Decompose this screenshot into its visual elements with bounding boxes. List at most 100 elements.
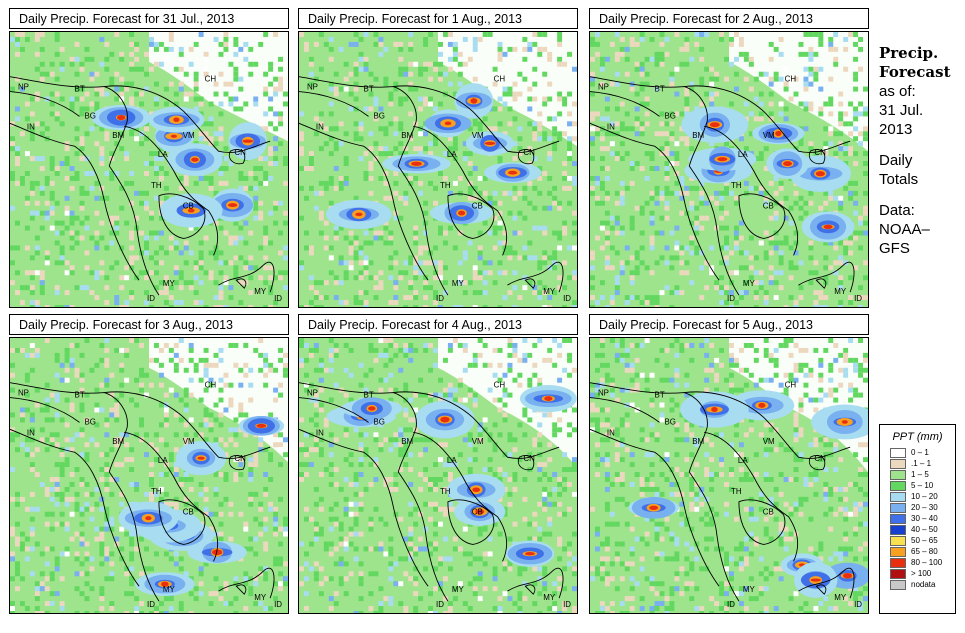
legend-item: 0 – 1: [890, 447, 955, 458]
country-label: ID: [274, 600, 282, 609]
panel-title: Daily Precip. Forecast for 31 Jul., 2013: [9, 8, 289, 29]
country-label: BT: [364, 391, 374, 400]
legend-swatch: [890, 480, 906, 491]
country-label: BM: [401, 437, 413, 446]
legend-item: 20 – 30: [890, 502, 955, 513]
legend-item: 65 – 80: [890, 546, 955, 557]
country-label: MY: [743, 279, 756, 288]
data-source-2: GFS: [879, 240, 910, 257]
country-label: CB: [763, 508, 774, 517]
country-label: IN: [27, 428, 35, 437]
country-label: NP: [307, 389, 318, 398]
asof-date: 31 Jul.: [879, 102, 924, 119]
legend-swatch: [890, 546, 906, 557]
legend-swatch: [890, 469, 906, 480]
legend-item: .1 – 1: [890, 458, 955, 469]
country-label: BM: [401, 131, 413, 140]
country-label: MY: [163, 585, 176, 594]
country-label: BM: [692, 437, 704, 446]
legend-swatch: [890, 568, 906, 579]
country-label: CB: [183, 508, 194, 517]
country-label: NP: [307, 83, 318, 92]
legend-label: 10 – 20: [911, 492, 938, 501]
country-label: ID: [147, 294, 155, 303]
country-label: ID: [563, 600, 571, 609]
legend-swatch: [890, 513, 906, 524]
country-label: NP: [18, 83, 29, 92]
country-label: IN: [607, 122, 615, 131]
legend-label: 40 – 50: [911, 525, 938, 534]
country-label: BT: [655, 85, 665, 94]
legend-swatch: [890, 557, 906, 568]
legend-item: 10 – 20: [890, 491, 955, 502]
precip-map: NP BT BG IN CH BM VM LA CN TH CB MY ID MY ID: [589, 337, 869, 614]
country-label: CN: [234, 148, 246, 157]
panel-title: Daily Precip. Forecast for 1 Aug., 2013: [298, 8, 578, 29]
legend-label: 30 – 40: [911, 514, 938, 523]
legend-item: > 100: [890, 568, 955, 579]
country-label: ID: [854, 294, 862, 303]
precip-map: NP BT BG IN CH BM VM LA CN TH CB MY ID MY ID: [9, 31, 289, 308]
country-label: MY: [543, 593, 556, 602]
country-label: ID: [854, 600, 862, 609]
country-label: CH: [494, 381, 506, 390]
country-label: MY: [834, 593, 847, 602]
country-label: MY: [452, 279, 465, 288]
legend-item: 40 – 50: [890, 524, 955, 535]
country-label: LA: [158, 150, 168, 159]
country-label: TH: [151, 181, 162, 190]
country-label: NP: [598, 83, 609, 92]
country-label: BG: [84, 417, 95, 426]
country-label: LA: [738, 456, 748, 465]
country-label: MY: [834, 287, 847, 296]
map-canvas: NP BT BG IN CH BM VM LA CN TH CB MY ID MY ID: [10, 338, 288, 613]
legend-item: 30 – 40: [890, 513, 955, 524]
country-label: ID: [274, 294, 282, 303]
panel-title: Daily Precip. Forecast for 2 Aug., 2013: [589, 8, 869, 29]
side-heading-2: Forecast: [879, 63, 951, 81]
country-label: CN: [523, 454, 535, 463]
country-label: IN: [607, 428, 615, 437]
country-label: NP: [18, 389, 29, 398]
country-label: LA: [447, 456, 457, 465]
map-canvas: NP BT BG IN CH BM VM LA CN TH CB MY ID MY ID: [10, 32, 288, 307]
legend-item: nodata: [890, 579, 955, 590]
country-label: ID: [436, 600, 444, 609]
side-info: Precip. Forecast as of: 31 Jul. 2013 Dai…: [879, 44, 965, 258]
country-label: TH: [440, 487, 451, 496]
country-label: CB: [472, 202, 483, 211]
side-heading-1: Precip.: [879, 44, 939, 62]
country-label: TH: [731, 487, 742, 496]
country-label: ID: [563, 294, 571, 303]
legend-swatch: [890, 447, 906, 458]
legend-swatch: [890, 535, 906, 546]
country-label: CH: [785, 75, 797, 84]
country-label: BM: [112, 131, 124, 140]
country-label: CN: [814, 148, 826, 157]
country-label: BG: [664, 417, 675, 426]
asof-year: 2013: [879, 121, 913, 138]
precip-map: NP BT BG IN CH BM VM LA CN TH CB MY ID MY ID: [9, 337, 289, 614]
panel-title: Daily Precip. Forecast for 4 Aug., 2013: [298, 314, 578, 335]
country-label: VM: [183, 131, 195, 140]
country-label: ID: [436, 294, 444, 303]
country-label: MY: [163, 279, 176, 288]
legend-label: nodata: [911, 580, 936, 589]
country-label: CB: [763, 202, 774, 211]
country-label: CB: [472, 508, 483, 517]
country-label: BG: [664, 111, 675, 120]
panel-title: Daily Precip. Forecast for 3 Aug., 2013: [9, 314, 289, 335]
country-label: MY: [254, 593, 267, 602]
daily-label: Daily: [879, 152, 913, 169]
country-label: CN: [523, 148, 535, 157]
country-label: ID: [727, 294, 735, 303]
legend-label: .1 – 1: [911, 459, 932, 468]
legend-swatch: [890, 524, 906, 535]
country-label: BG: [373, 417, 384, 426]
map-canvas: NP BT BG IN CH BM VM LA CN TH CB MY ID MY ID: [299, 32, 577, 307]
legend-label: 5 – 10: [911, 481, 934, 490]
legend-swatch: [890, 502, 906, 513]
country-label: MY: [743, 585, 756, 594]
legend-item: 1 – 5: [890, 469, 955, 480]
country-label: BT: [75, 85, 85, 94]
